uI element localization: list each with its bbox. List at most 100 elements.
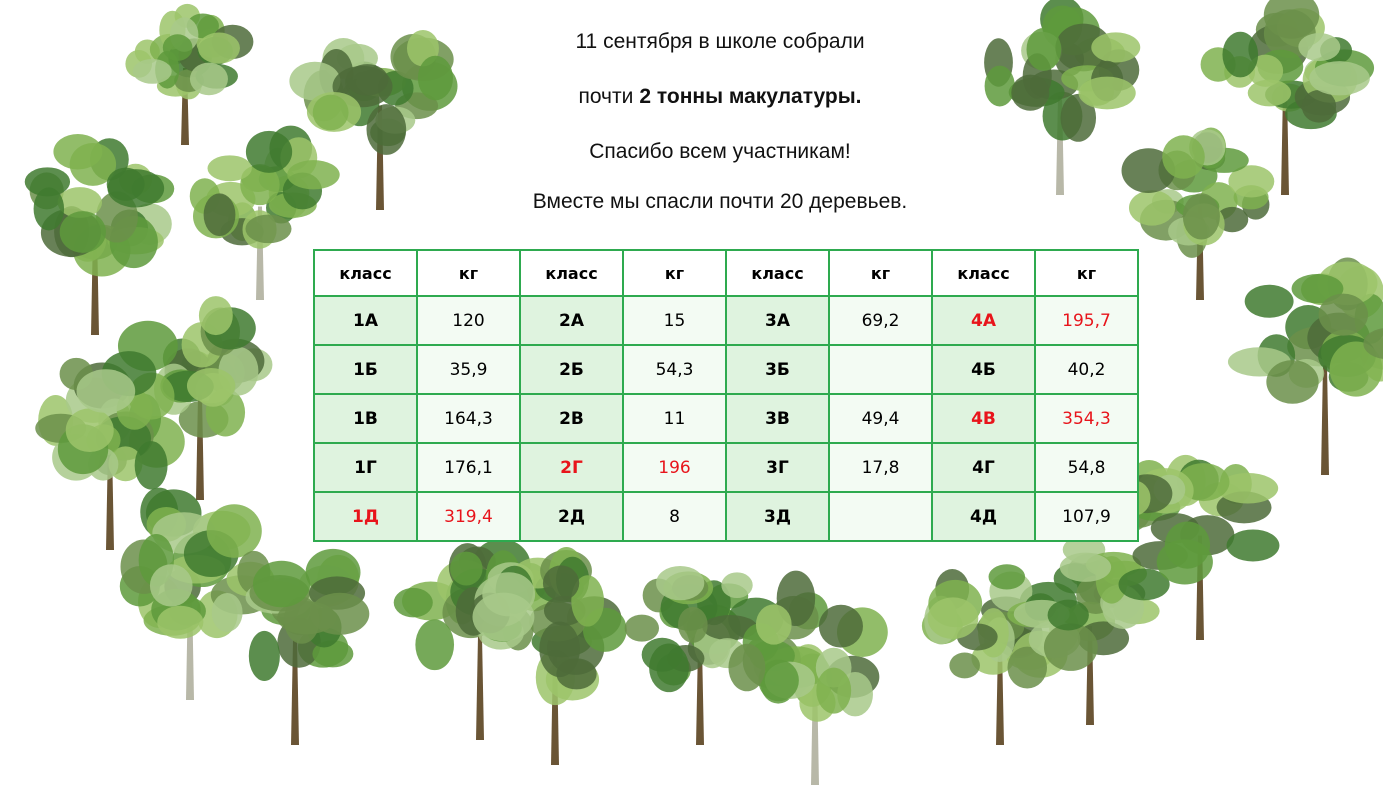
value-cell: 354,3 — [1035, 394, 1138, 443]
tree-leaves — [543, 565, 579, 600]
value-cell: 17,8 — [829, 443, 932, 492]
tree-trunk — [1321, 365, 1329, 475]
tree-leaves — [157, 606, 203, 639]
tree-leaves — [1060, 553, 1111, 582]
tree-leaves — [135, 441, 168, 490]
value-cell: 176,1 — [417, 443, 520, 492]
class-cell: 4А — [932, 296, 1035, 345]
tree-leaves — [928, 597, 979, 639]
class-cell: 1Г — [314, 443, 417, 492]
class-cell: 1А — [314, 296, 417, 345]
page: 11 сентября в школе собрали почти 2 тонны… — [0, 0, 1383, 787]
header-cell: кг — [829, 250, 932, 296]
table-row: 1А1202А153А69,24А195,7 — [314, 296, 1138, 345]
value-cell: 40,2 — [1035, 345, 1138, 394]
header-cell: кг — [417, 250, 520, 296]
tree-leaves — [60, 211, 106, 253]
bold-text: 2 тонны макулатуры. — [639, 85, 861, 108]
tree-leaves — [678, 607, 708, 643]
header-cell: класс — [520, 250, 623, 296]
value-cell: 69,2 — [829, 296, 932, 345]
class-cell: 2Д — [520, 492, 623, 541]
tree-leaves — [77, 369, 136, 413]
class-cell: 2В — [520, 394, 623, 443]
heading-line: Спасибо всем участникам! — [0, 140, 1383, 164]
class-cell: 4Д — [932, 492, 1035, 541]
class-cell: 4Г — [932, 443, 1035, 492]
tree-leaves — [199, 296, 233, 335]
tree-leaves — [450, 552, 482, 586]
value-cell: 8 — [623, 492, 726, 541]
tree-leaves — [728, 644, 765, 691]
tree-leaves — [245, 215, 291, 244]
tree-leaves — [721, 572, 752, 598]
tree-leaves — [1227, 529, 1280, 561]
tree-leaves — [756, 604, 792, 644]
tree-leaves — [625, 615, 659, 642]
tree-leaves — [207, 504, 262, 558]
value-cell — [829, 492, 932, 541]
tree-leaves — [472, 593, 534, 642]
tree-leaves — [1245, 285, 1294, 318]
heading-line: почти 2 тонны макулатуры. — [0, 85, 1383, 109]
tree-leaves — [656, 566, 704, 600]
heading-line: 11 сентября в школе собрали — [0, 30, 1383, 54]
text: почти — [578, 85, 633, 108]
class-cell: 3Б — [726, 345, 829, 394]
header-cell: класс — [932, 250, 1035, 296]
value-cell: 195,7 — [1035, 296, 1138, 345]
tree-leaves — [1048, 600, 1089, 631]
tree-leaves — [394, 588, 433, 617]
tree-leaves — [816, 668, 851, 714]
class-cell: 1В — [314, 394, 417, 443]
class-cell: 1Б — [314, 345, 417, 394]
results-table: класскгкласскгкласскгкласскг1А1202А153А6… — [313, 249, 1139, 542]
value-cell: 196 — [623, 443, 726, 492]
class-cell: 3Г — [726, 443, 829, 492]
class-cell: 4В — [932, 394, 1035, 443]
tree-leaves — [989, 564, 1026, 589]
value-cell: 164,3 — [417, 394, 520, 443]
heading-line: Вместе мы спасли почти 20 деревьев. — [0, 190, 1383, 214]
tree-leaves — [133, 59, 172, 84]
value-cell: 11 — [623, 394, 726, 443]
tree-leaves — [649, 643, 689, 692]
class-cell: 3В — [726, 394, 829, 443]
tree-leaves — [1266, 360, 1318, 404]
tree-leaves — [949, 652, 980, 678]
class-cell: 2А — [520, 296, 623, 345]
tree-leaves — [66, 408, 114, 452]
tree-leaves — [1165, 521, 1210, 568]
value-cell — [829, 345, 932, 394]
header-cell: кг — [1035, 250, 1138, 296]
value-cell: 49,4 — [829, 394, 932, 443]
value-cell: 107,9 — [1035, 492, 1138, 541]
header-cell: кг — [623, 250, 726, 296]
header-cell: класс — [726, 250, 829, 296]
value-cell: 35,9 — [417, 345, 520, 394]
class-cell: 3Д — [726, 492, 829, 541]
class-cell: 4Б — [932, 345, 1035, 394]
value-cell: 54,8 — [1035, 443, 1138, 492]
class-cell: 3А — [726, 296, 829, 345]
tree-leaves — [415, 619, 454, 670]
tree — [1228, 258, 1383, 475]
value-cell: 319,4 — [417, 492, 520, 541]
tree-leaves — [1044, 623, 1098, 670]
table-row: 1Д319,42Д83Д 4Д107,9 — [314, 492, 1138, 541]
tree — [125, 4, 253, 145]
tree-leaves — [253, 561, 310, 607]
class-cell: 1Д — [314, 492, 417, 541]
class-cell: 2Г — [520, 443, 623, 492]
tree-leaves — [556, 658, 596, 689]
value-cell: 54,3 — [623, 345, 726, 394]
tree-leaves — [249, 631, 280, 681]
tree-leaves — [212, 593, 243, 632]
tree — [25, 134, 175, 335]
header-cell: класс — [314, 250, 417, 296]
tree-leaves — [150, 564, 193, 606]
tree — [470, 547, 627, 765]
